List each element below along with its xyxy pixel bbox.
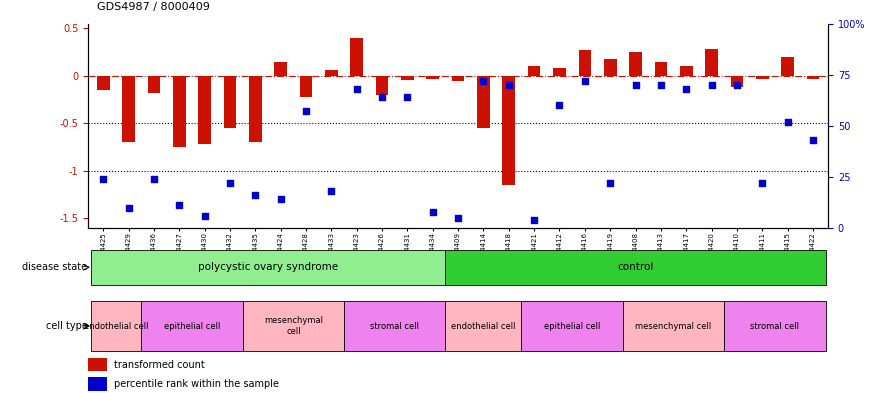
Point	[679, 86, 693, 92]
Point	[197, 213, 211, 219]
Bar	[502, 76, 515, 185]
Point	[578, 78, 592, 84]
Bar	[452, 76, 464, 81]
Text: mesenchymal cell: mesenchymal cell	[635, 322, 712, 331]
Point	[147, 176, 161, 182]
Bar	[655, 62, 667, 76]
Bar	[173, 76, 186, 147]
Text: disease state: disease state	[23, 262, 87, 272]
Bar	[705, 49, 718, 76]
Bar	[224, 76, 236, 128]
Bar	[756, 76, 768, 79]
Point	[173, 202, 187, 209]
Bar	[141, 301, 242, 351]
Bar	[553, 68, 566, 76]
Bar	[242, 301, 344, 351]
Bar	[351, 38, 363, 76]
Point	[451, 215, 465, 221]
Text: percentile rank within the sample: percentile rank within the sample	[114, 379, 279, 389]
Point	[628, 82, 642, 88]
Bar	[97, 76, 109, 90]
Point	[477, 78, 491, 84]
Text: mesenchymal
cell: mesenchymal cell	[264, 316, 322, 336]
Text: transformed count: transformed count	[114, 360, 204, 370]
Text: epithelial cell: epithelial cell	[164, 322, 220, 331]
Bar	[446, 250, 825, 285]
Point	[375, 94, 389, 100]
Point	[527, 217, 541, 223]
Text: polycystic ovary syndrome: polycystic ovary syndrome	[198, 262, 338, 272]
Text: stromal cell: stromal cell	[370, 322, 419, 331]
Bar	[401, 76, 414, 80]
Bar	[300, 76, 313, 97]
Bar	[426, 76, 439, 79]
Bar	[680, 66, 692, 76]
Point	[400, 94, 414, 100]
Point	[654, 82, 668, 88]
Bar	[522, 301, 623, 351]
Bar	[807, 76, 819, 79]
Bar	[198, 76, 211, 144]
Point	[705, 82, 719, 88]
Bar	[724, 301, 825, 351]
Point	[324, 188, 338, 194]
Bar	[629, 52, 642, 76]
Bar	[579, 50, 591, 76]
Bar	[91, 250, 446, 285]
Point	[350, 86, 364, 92]
Bar	[603, 59, 617, 76]
Bar	[528, 66, 540, 76]
Point	[781, 119, 795, 125]
Point	[729, 82, 744, 88]
Bar	[478, 76, 490, 128]
Text: cell type: cell type	[46, 321, 87, 331]
Point	[96, 176, 110, 182]
Bar	[91, 301, 141, 351]
Bar	[730, 76, 744, 87]
Bar	[325, 70, 337, 76]
Point	[122, 204, 136, 211]
Bar	[148, 76, 160, 93]
Text: stromal cell: stromal cell	[751, 322, 799, 331]
Text: control: control	[618, 262, 654, 272]
Point	[223, 180, 237, 186]
Text: endothelial cell: endothelial cell	[451, 322, 515, 331]
Bar	[88, 377, 107, 391]
Point	[502, 82, 516, 88]
Bar	[274, 62, 287, 76]
Bar	[344, 301, 446, 351]
Text: GDS4987 / 8000409: GDS4987 / 8000409	[97, 2, 210, 12]
Text: endothelial cell: endothelial cell	[84, 322, 148, 331]
Point	[248, 192, 263, 198]
Bar	[249, 76, 262, 142]
Bar	[376, 76, 389, 95]
Point	[426, 208, 440, 215]
Point	[806, 137, 820, 143]
Bar	[446, 301, 522, 351]
Bar	[122, 76, 135, 142]
Bar	[781, 57, 794, 76]
Point	[755, 180, 769, 186]
Point	[274, 196, 288, 202]
Text: epithelial cell: epithelial cell	[544, 322, 600, 331]
Bar	[88, 358, 107, 371]
Point	[552, 102, 566, 108]
Point	[603, 180, 618, 186]
Point	[299, 108, 313, 115]
Bar	[623, 301, 724, 351]
